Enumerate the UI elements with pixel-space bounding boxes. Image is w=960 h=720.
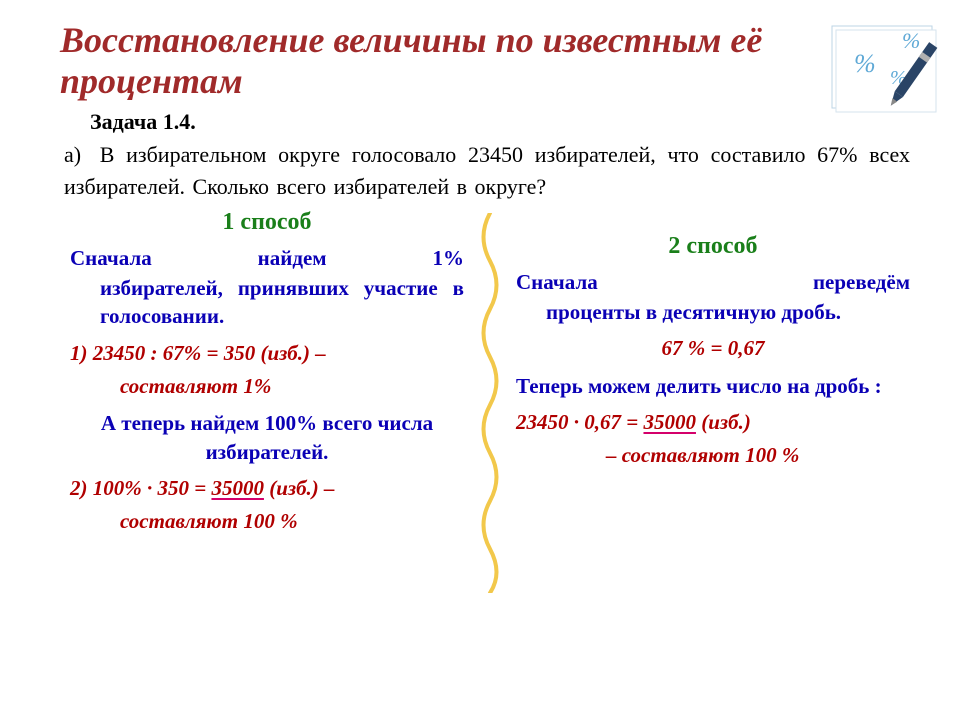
method-2-column: 2 способ Сначала переведём проценты в де… xyxy=(490,209,920,545)
m2-step1: Сначала переведём xyxy=(516,268,910,296)
m1-calc1: 1) 23450 : 67% = 350 (изб.) – составляют… xyxy=(70,339,464,402)
t: переведём xyxy=(813,270,910,294)
m2-calc1: 67 % = 0,67 xyxy=(516,334,910,363)
t: 1% xyxy=(433,246,465,270)
svg-text:%: % xyxy=(902,28,920,53)
two-column-layout: 1 способ Сначала найдем 1% избирателей, … xyxy=(60,209,920,545)
m1-step1b: избирателей, принявших участие в голосов… xyxy=(70,274,464,331)
t: 1) 23450 : 67% = 350 (изб.) – xyxy=(70,341,326,365)
problem-text: а) В избирательном округе голосовало 234… xyxy=(64,139,910,203)
answer: 35000 xyxy=(643,410,696,434)
page-title: Восстановление величины по известным её … xyxy=(60,20,820,103)
problem-item: а) xyxy=(64,139,88,171)
t: – составляют 100 % xyxy=(516,441,910,470)
answer: 35000 xyxy=(211,476,264,500)
m2-step2: Теперь можем делить число на дробь : xyxy=(516,372,910,400)
m1-calc2: 2) 100% · 350 = 35000 (изб.) – составляю… xyxy=(70,474,464,537)
percent-pen-art: % % % xyxy=(830,20,940,120)
t: (изб.) xyxy=(696,410,751,434)
svg-text:%: % xyxy=(854,49,876,78)
t: Сначала xyxy=(516,270,598,294)
t: проценты в десятичную дробь. xyxy=(546,300,841,324)
t: Сначала xyxy=(70,246,152,270)
method-1-title: 1 способ xyxy=(70,209,464,236)
t: составляют 100 % xyxy=(70,507,464,536)
t: (изб.) – xyxy=(264,476,335,500)
problem-body: В избирательном округе голосовало 23450 … xyxy=(64,142,910,199)
t: найдем xyxy=(258,246,327,270)
t: А теперь найдем 100% всего числа избират… xyxy=(101,411,433,463)
t: 23450 · 0,67 = xyxy=(516,410,643,434)
t: 2) 100% · 350 = xyxy=(70,476,211,500)
t: составляют 1% xyxy=(70,372,464,401)
slide: Восстановление величины по известным её … xyxy=(0,0,960,720)
m1-step1: Сначала найдем 1% xyxy=(70,244,464,272)
m1-step2: А теперь найдем 100% всего числа избират… xyxy=(70,409,464,466)
m2-step1b: проценты в десятичную дробь. xyxy=(516,298,910,326)
task-label: Задача 1.4. xyxy=(90,109,920,135)
t: избирателей, принявших участие в голосов… xyxy=(100,276,464,328)
method-1-column: 1 способ Сначала найдем 1% избирателей, … xyxy=(60,209,490,545)
method-2-title: 2 способ xyxy=(516,233,910,260)
m2-calc2: 23450 · 0,67 = 35000 (изб.) – составляют… xyxy=(516,408,910,471)
